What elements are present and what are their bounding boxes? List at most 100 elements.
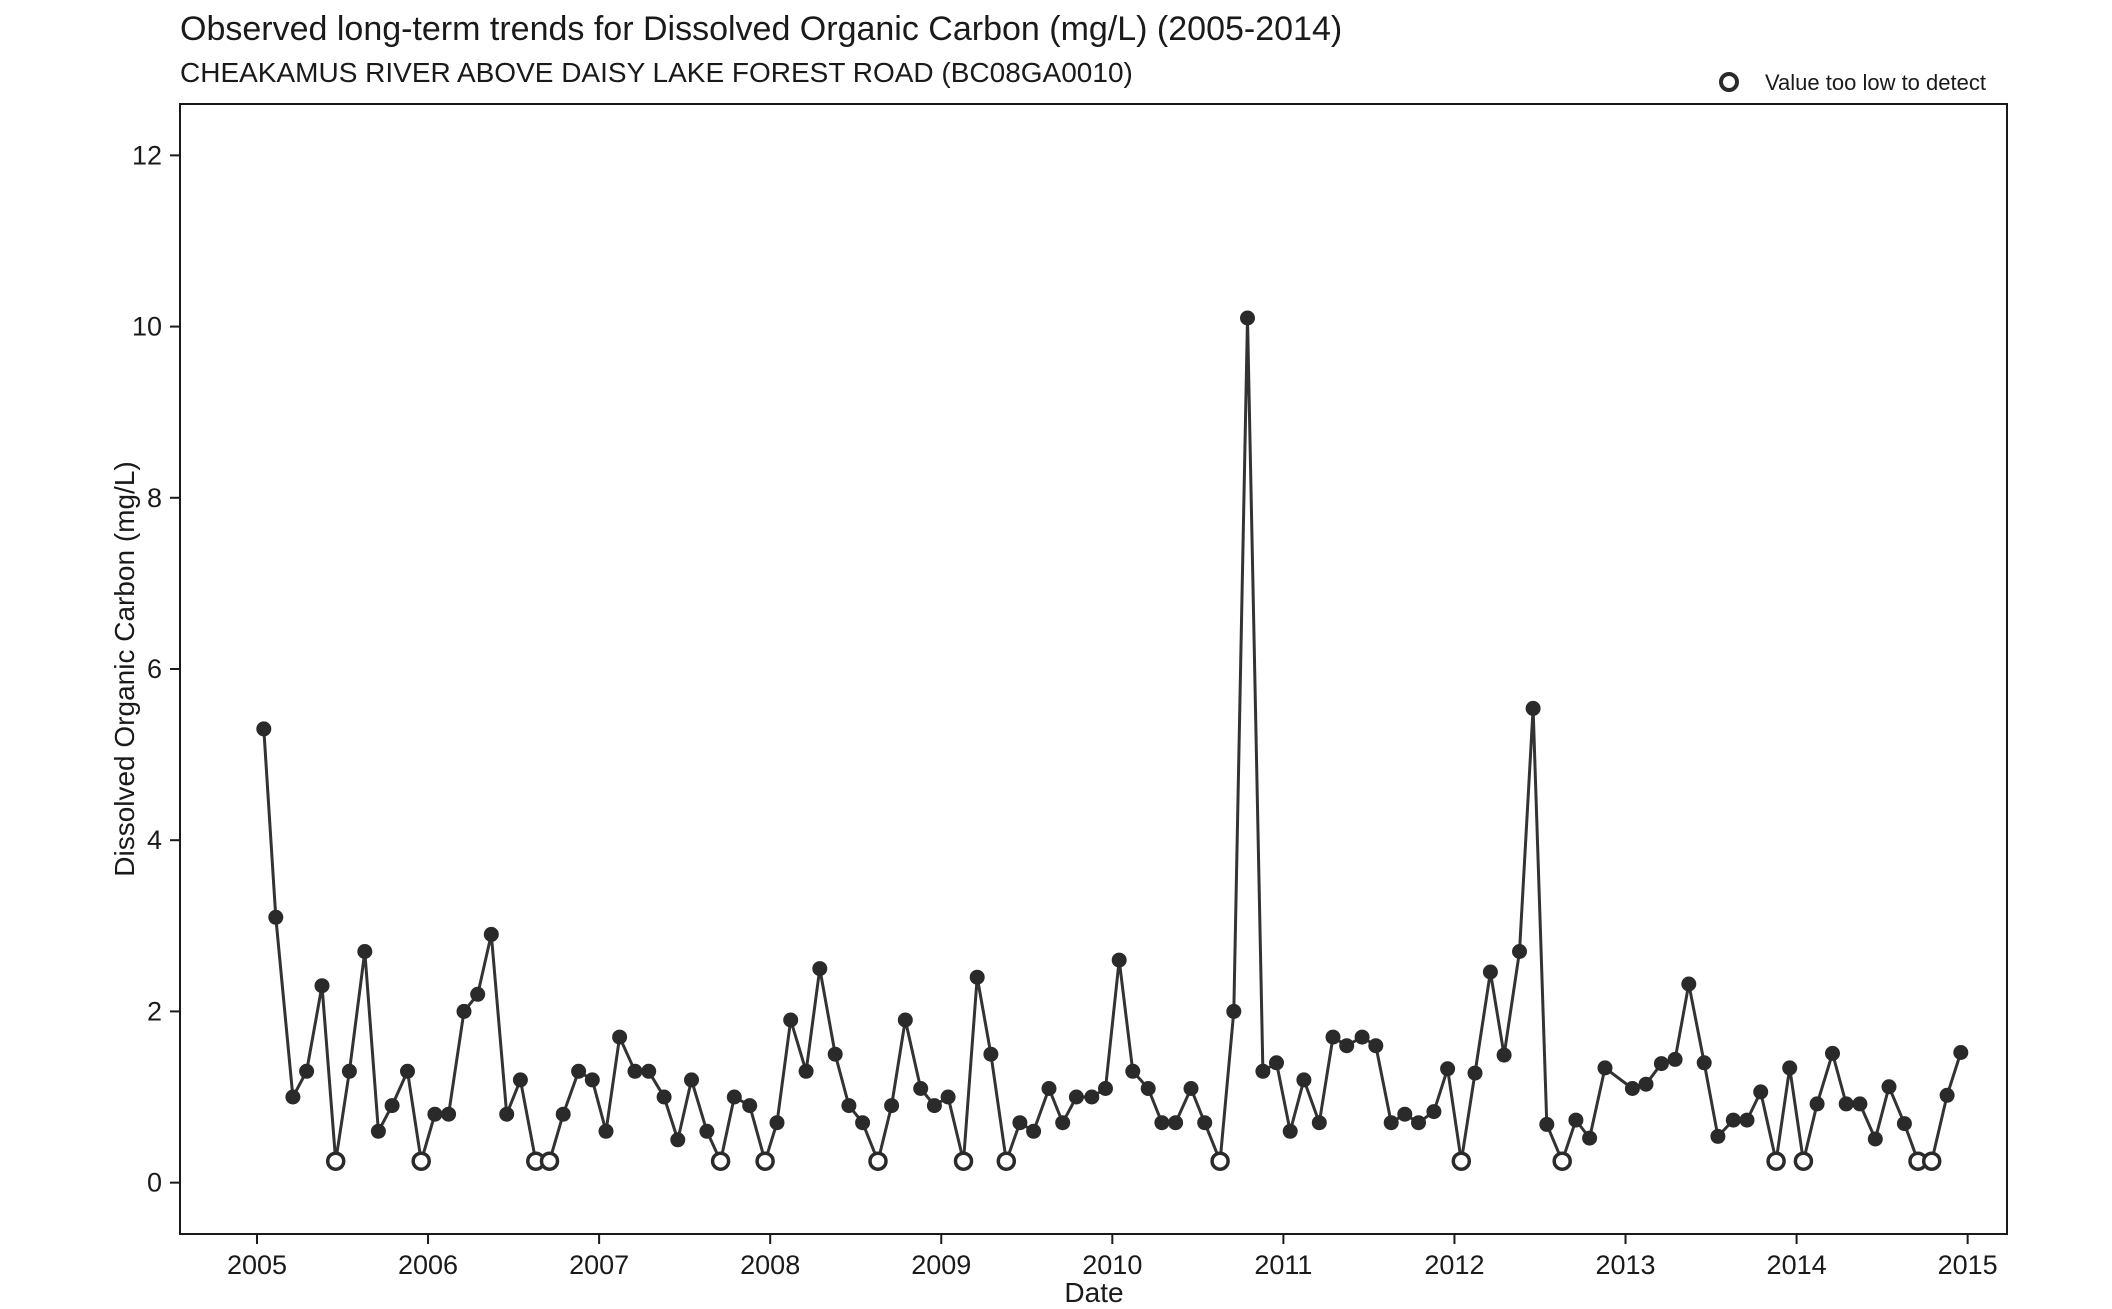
series-layer [256, 310, 1969, 1171]
data-point [1725, 1112, 1741, 1128]
data-point-below-detection [325, 1151, 346, 1171]
data-point [1269, 1055, 1284, 1071]
data-point [1183, 1081, 1199, 1096]
x-tick-label: 2015 [1938, 1250, 1998, 1280]
data-point [1111, 952, 1127, 968]
data-point [456, 1003, 472, 1019]
data-point [798, 1063, 814, 1079]
data-point [1098, 1081, 1113, 1096]
data-point [1568, 1112, 1584, 1128]
data-point [1282, 1123, 1298, 1139]
data-point [1667, 1051, 1683, 1067]
data-point [1154, 1115, 1170, 1131]
data-point [1197, 1115, 1213, 1131]
data-point [1753, 1084, 1769, 1100]
data-point [483, 926, 499, 942]
data-point [812, 961, 828, 977]
data-point [1012, 1115, 1028, 1131]
data-point [314, 978, 330, 994]
data-point [969, 969, 985, 985]
data-point [670, 1132, 686, 1148]
data-point [1838, 1096, 1854, 1112]
y-tick-label: 4 [147, 825, 162, 855]
data-point-below-detection [1793, 1151, 1814, 1171]
y-tick-label: 12 [132, 140, 162, 170]
data-point [1809, 1096, 1825, 1112]
data-point [1125, 1063, 1141, 1079]
data-point [470, 986, 486, 1002]
data-point [983, 1046, 999, 1062]
x-axis-title: Date [1064, 1277, 1123, 1308]
data-point [1696, 1055, 1712, 1071]
data-point [1867, 1131, 1883, 1147]
data-point [299, 1063, 315, 1079]
data-point [641, 1063, 657, 1079]
data-point [897, 1012, 913, 1028]
legend: Value too low to detect [1719, 70, 1986, 95]
data-point [1168, 1115, 1184, 1131]
data-point [1339, 1038, 1355, 1054]
data-point [1597, 1060, 1613, 1076]
data-point [1825, 1045, 1840, 1061]
data-point [769, 1115, 785, 1131]
data-point [1397, 1106, 1413, 1122]
x-tick-label: 2005 [227, 1250, 287, 1280]
data-point [1582, 1130, 1598, 1146]
data-point [1638, 1076, 1654, 1092]
data-point [783, 1012, 799, 1028]
data-point-below-detection [539, 1151, 560, 1171]
data-point [1939, 1087, 1955, 1103]
data-point [1852, 1096, 1868, 1112]
data-point [1325, 1029, 1341, 1045]
data-point [441, 1106, 457, 1122]
data-point [1782, 1060, 1798, 1076]
y-tick-label: 2 [147, 996, 162, 1026]
data-point-below-detection [1921, 1151, 1942, 1171]
data-point [370, 1123, 386, 1139]
y-axis: 0 2 4 6 8 10 12 [132, 140, 180, 1198]
data-point [1539, 1116, 1555, 1132]
data-point [1953, 1045, 1969, 1060]
data-point [1226, 1003, 1242, 1019]
data-point [926, 1098, 942, 1114]
data-point [285, 1089, 301, 1105]
chart-title: Observed long-term trends for Dissolved … [180, 10, 1342, 48]
data-point [598, 1123, 614, 1139]
x-tick-label: 2009 [911, 1250, 971, 1280]
x-tick-label: 2007 [569, 1250, 629, 1280]
data-point [1084, 1089, 1100, 1105]
data-point-below-detection [1766, 1151, 1786, 1171]
legend-label: Value too low to detect [1765, 70, 1986, 95]
data-point [499, 1106, 515, 1122]
data-point [1440, 1061, 1456, 1077]
data-point [1411, 1115, 1426, 1131]
data-point [1140, 1081, 1156, 1096]
data-point [1881, 1079, 1897, 1095]
data-point [400, 1063, 415, 1079]
data-point [656, 1089, 672, 1105]
data-point [1512, 944, 1527, 959]
data-point [256, 721, 272, 737]
data-point [1681, 976, 1697, 992]
data-point [1710, 1128, 1726, 1144]
data-point [699, 1123, 715, 1139]
data-point [1482, 964, 1498, 980]
data-point [1354, 1029, 1370, 1045]
data-point [1055, 1115, 1071, 1131]
x-tick-label: 2012 [1424, 1250, 1484, 1280]
data-point [1068, 1089, 1084, 1105]
x-tick-label: 2006 [398, 1250, 458, 1280]
data-point [1383, 1115, 1399, 1131]
data-point [1525, 700, 1541, 716]
data-point [1240, 310, 1255, 326]
data-point [913, 1081, 929, 1096]
data-point [884, 1098, 900, 1114]
data-point-below-detection [1451, 1151, 1472, 1171]
data-point [1426, 1104, 1442, 1120]
data-point [684, 1072, 699, 1088]
x-tick-label: 2010 [1082, 1250, 1142, 1280]
series-line [262, 316, 1963, 1163]
data-point [1041, 1081, 1057, 1096]
data-point [940, 1089, 956, 1105]
data-point [1739, 1112, 1755, 1128]
